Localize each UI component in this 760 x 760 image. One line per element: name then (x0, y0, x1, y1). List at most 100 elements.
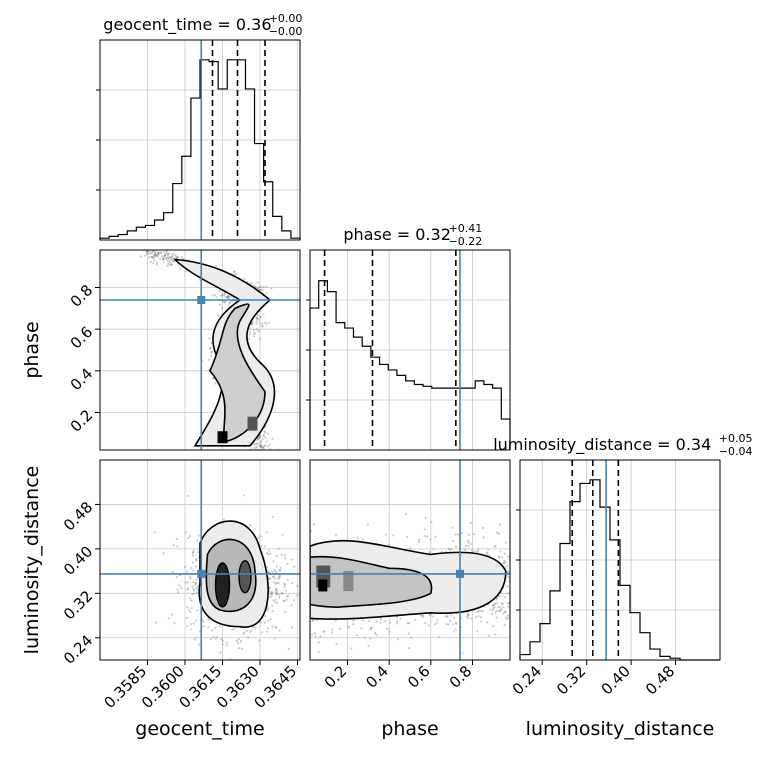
sample-point (421, 615, 425, 618)
scatter-phase-vs-luminosity-distance-frame (309, 459, 511, 661)
sample-point (479, 616, 483, 619)
sample-point (147, 248, 149, 250)
sample-point (273, 569, 276, 572)
sample-point (497, 555, 500, 559)
sample-point (290, 626, 293, 629)
sample-point (226, 295, 230, 298)
sample-point (423, 528, 427, 531)
sample-point (283, 583, 287, 586)
sample-point (189, 597, 192, 600)
sample-point (255, 317, 259, 320)
sample-point (277, 547, 280, 550)
sample-point (396, 620, 399, 623)
sample-point (262, 313, 265, 316)
sample-point (505, 617, 508, 621)
sample-point (193, 638, 196, 641)
y-tick-label: 0.6 (67, 323, 97, 353)
sample-point (259, 621, 262, 624)
sample-point (159, 251, 162, 254)
sample-point (247, 636, 250, 639)
sample-point (404, 513, 408, 516)
sample-point (154, 254, 157, 257)
sample-point (192, 587, 195, 590)
sample-point (313, 632, 316, 635)
sample-point (272, 560, 275, 563)
title-minus: −0.04 (719, 445, 753, 458)
density-peak (247, 416, 258, 431)
sample-point (430, 521, 433, 524)
sample-point (212, 377, 215, 380)
sample-point (245, 629, 248, 632)
x-tick-label: 0.24 (509, 662, 545, 698)
sample-point (249, 330, 252, 333)
sample-point (267, 553, 270, 556)
sample-point (195, 582, 198, 585)
sample-point (272, 599, 275, 602)
sample-point (502, 606, 505, 609)
y-tick-label: 0.32 (60, 587, 96, 623)
sample-point (277, 577, 280, 580)
sample-point (447, 623, 450, 626)
sample-point (148, 251, 151, 254)
x-tick-label: 0.4 (362, 662, 392, 692)
sample-point (493, 602, 496, 605)
sample-point (506, 565, 509, 568)
sample-point (153, 253, 156, 256)
sample-point (172, 252, 175, 256)
sample-point (248, 327, 252, 330)
sample-point (486, 551, 489, 554)
sample-point (170, 255, 174, 258)
sample-point (450, 614, 453, 617)
density-peak (343, 571, 354, 592)
sample-point (292, 599, 296, 602)
sample-point (170, 258, 173, 261)
sample-point (212, 635, 215, 639)
sample-point (193, 549, 196, 552)
sample-point (266, 432, 269, 435)
sample-point (248, 630, 252, 633)
sample-point (504, 541, 507, 544)
sample-point (266, 565, 269, 568)
sample-point (283, 582, 286, 586)
sample-point (256, 281, 259, 284)
sample-point (186, 606, 189, 609)
sample-point (444, 615, 447, 618)
sample-point (212, 377, 215, 380)
sample-point (225, 644, 228, 647)
sample-point (274, 625, 277, 629)
sample-point (154, 251, 157, 254)
sample-point (222, 518, 225, 521)
sample-point (162, 261, 165, 264)
sample-point (275, 626, 278, 629)
sample-point (274, 582, 277, 586)
sample-point (157, 250, 160, 254)
sample-point (233, 270, 236, 273)
sample-point (255, 442, 259, 445)
sample-point (255, 322, 258, 325)
sample-point (164, 254, 167, 257)
sample-point (255, 328, 259, 331)
sample-point (494, 545, 497, 548)
sample-point (445, 623, 448, 626)
sample-point (176, 588, 179, 591)
sample-point (278, 594, 281, 597)
sample-point (257, 437, 260, 440)
sample-point (242, 494, 245, 497)
sample-point (150, 255, 153, 259)
sample-point (202, 625, 205, 628)
sample-point (191, 554, 194, 557)
sample-point (497, 606, 500, 609)
sample-point (334, 619, 337, 622)
sample-point (480, 620, 483, 623)
sample-point (275, 588, 278, 591)
sample-point (259, 534, 262, 538)
sample-point (250, 323, 253, 326)
sample-point (428, 550, 431, 553)
sample-point (248, 453, 250, 455)
title-plus: +0.41 (449, 222, 483, 235)
sample-point (426, 535, 429, 538)
sample-point (262, 444, 266, 447)
sample-point (281, 533, 284, 536)
sample-point (214, 382, 217, 385)
sample-point (166, 264, 169, 267)
